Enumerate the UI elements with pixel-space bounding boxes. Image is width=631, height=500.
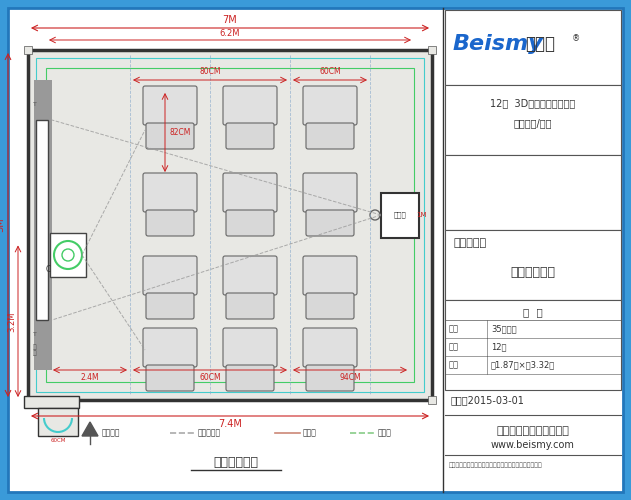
FancyBboxPatch shape <box>226 365 274 391</box>
Bar <box>24 396 79 408</box>
Bar <box>34 80 52 370</box>
Polygon shape <box>82 422 98 436</box>
Text: 平面、布线图: 平面、布线图 <box>510 266 555 278</box>
Text: 音频线: 音频线 <box>303 428 317 438</box>
Text: 60CM: 60CM <box>50 438 66 443</box>
Text: 80CM: 80CM <box>199 67 221 76</box>
Text: 屏幕: 屏幕 <box>449 360 459 370</box>
Bar <box>50 233 86 277</box>
Text: 60CM: 60CM <box>319 67 341 76</box>
FancyBboxPatch shape <box>146 123 194 149</box>
FancyBboxPatch shape <box>306 293 354 319</box>
Bar <box>36 58 424 392</box>
Text: 参  数: 参 数 <box>523 307 543 317</box>
Text: Beismy: Beismy <box>453 34 544 54</box>
Bar <box>28 50 432 400</box>
Text: 1M: 1M <box>416 212 427 218</box>
Text: 北京贝视曼科技有限公司: 北京贝视曼科技有限公司 <box>497 426 569 436</box>
Text: 7M: 7M <box>223 15 237 25</box>
FancyBboxPatch shape <box>223 86 277 125</box>
FancyBboxPatch shape <box>143 256 197 295</box>
Text: 贝视曼: 贝视曼 <box>525 36 555 54</box>
FancyBboxPatch shape <box>143 86 197 125</box>
FancyBboxPatch shape <box>306 365 354 391</box>
FancyBboxPatch shape <box>303 173 357 212</box>
Bar <box>46 68 414 382</box>
Text: www.beismy.com: www.beismy.com <box>491 440 575 450</box>
FancyBboxPatch shape <box>146 365 194 391</box>
Text: 音响线: 音响线 <box>378 428 392 438</box>
Bar <box>445 10 621 85</box>
Bar <box>445 230 621 300</box>
Text: 幕
布: 幕 布 <box>33 344 37 356</box>
Bar <box>24 396 32 404</box>
FancyBboxPatch shape <box>143 173 197 212</box>
Text: 35平方米: 35平方米 <box>491 324 517 334</box>
Text: 12位  3D数字智能豪华影院: 12位 3D数字智能豪华影院 <box>490 98 575 108</box>
Bar <box>381 192 419 238</box>
Bar <box>428 46 436 54</box>
Bar <box>428 396 436 404</box>
FancyBboxPatch shape <box>146 293 194 319</box>
Bar <box>38 408 78 436</box>
Bar <box>445 85 621 155</box>
Text: 电源连接线: 电源连接线 <box>198 428 221 438</box>
FancyBboxPatch shape <box>146 210 194 236</box>
Text: 82CM: 82CM <box>169 128 191 137</box>
Text: 6.2M: 6.2M <box>220 29 240 38</box>
Text: ®: ® <box>572 34 581 43</box>
Text: 注：图纸仅需参考，具体尺寸请以实际勘察地尺寸为准！: 注：图纸仅需参考，具体尺寸请以实际勘察地尺寸为准！ <box>449 462 543 468</box>
FancyBboxPatch shape <box>303 86 357 125</box>
Text: 建设设计/安装: 建设设计/安装 <box>514 118 552 128</box>
Text: C: C <box>46 266 51 274</box>
FancyBboxPatch shape <box>306 123 354 149</box>
Text: 7.4M: 7.4M <box>218 419 242 429</box>
Text: 94CM: 94CM <box>339 373 361 382</box>
FancyBboxPatch shape <box>226 123 274 149</box>
Text: 投影机: 投影机 <box>394 212 406 218</box>
FancyBboxPatch shape <box>223 173 277 212</box>
Text: T: T <box>33 102 37 108</box>
Text: 图纸名称：: 图纸名称： <box>453 238 486 248</box>
FancyBboxPatch shape <box>226 293 274 319</box>
Text: 电源插座: 电源插座 <box>102 428 121 438</box>
Bar <box>445 300 621 390</box>
FancyBboxPatch shape <box>223 256 277 295</box>
Text: T: T <box>33 332 37 338</box>
FancyBboxPatch shape <box>143 328 197 367</box>
Text: 座位: 座位 <box>449 342 459 351</box>
Text: 12位: 12位 <box>491 342 507 351</box>
Text: 3.2M: 3.2M <box>7 311 16 332</box>
Text: 平面、布线图: 平面、布线图 <box>213 456 258 468</box>
FancyBboxPatch shape <box>303 328 357 367</box>
FancyBboxPatch shape <box>306 210 354 236</box>
Text: 2.4M: 2.4M <box>81 373 99 382</box>
FancyBboxPatch shape <box>226 210 274 236</box>
Text: 日期：2015-03-01: 日期：2015-03-01 <box>451 395 525 405</box>
Bar <box>36 120 48 320</box>
Text: 高1.87米×宽3.32米: 高1.87米×宽3.32米 <box>491 360 555 370</box>
FancyBboxPatch shape <box>223 328 277 367</box>
FancyBboxPatch shape <box>303 256 357 295</box>
Bar <box>24 46 32 54</box>
Text: 60CM: 60CM <box>199 373 221 382</box>
Text: 面积: 面积 <box>449 324 459 334</box>
Bar <box>445 155 621 230</box>
Text: 5M: 5M <box>0 218 5 232</box>
